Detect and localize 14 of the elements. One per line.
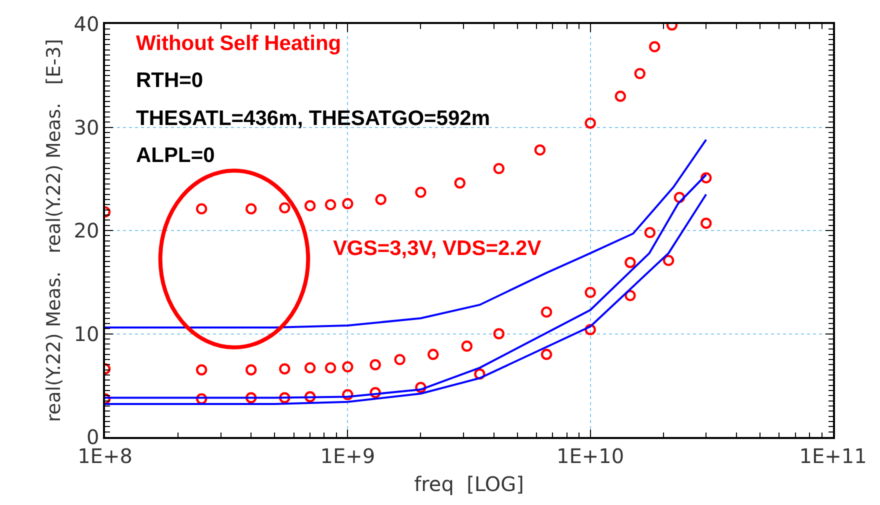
x-tick-label: 1E+11 <box>799 444 867 468</box>
y-axis-title: real(Y.22) Meas. real(Y.22) Meas. [E-3] <box>43 38 66 422</box>
x-tick-label: 1E+9 <box>320 444 376 468</box>
y-tick-label: 20 <box>74 218 100 242</box>
annotation: VGS=3,3V, VDS=2.2V <box>333 237 542 260</box>
annotation: RTH=0 <box>136 69 204 92</box>
y-tick-label: 10 <box>74 322 100 346</box>
x-tick-label: 1E+10 <box>556 444 624 468</box>
annotation: THESATL=436m, THESATGO=592m <box>136 107 490 130</box>
x-axis-title: freq [LOG] <box>414 472 524 496</box>
annotation: Without Self Heating <box>136 32 342 55</box>
y-tick-label: 40 <box>74 12 100 36</box>
y-tick-label: 30 <box>74 115 100 140</box>
annotation: ALPL=0 <box>136 144 215 167</box>
